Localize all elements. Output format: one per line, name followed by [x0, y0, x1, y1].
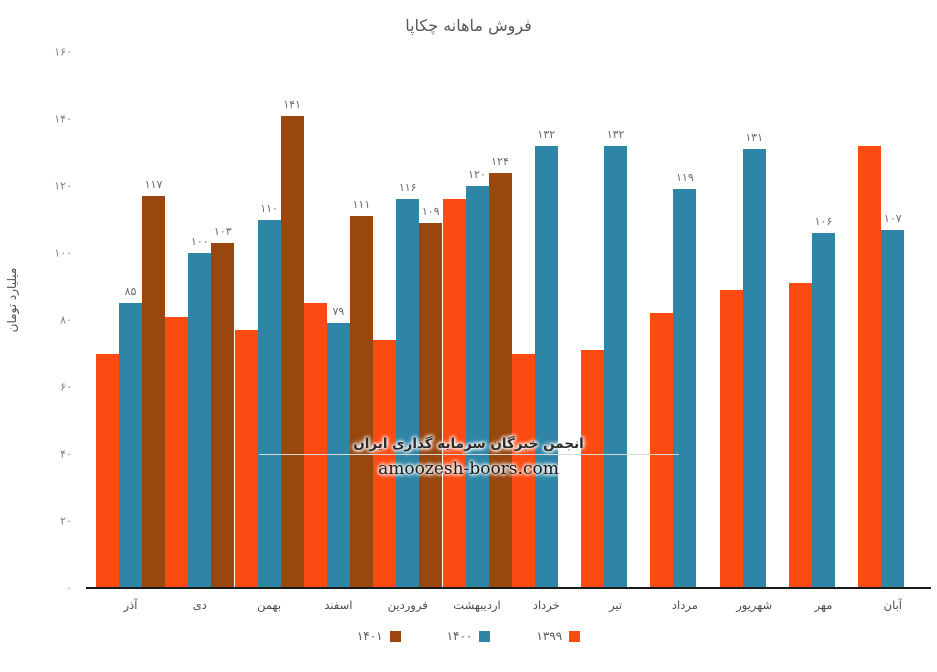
bar[interactable]: ۱۱۷: [142, 178, 165, 588]
bar[interactable]: ۱۲۰: [465, 168, 489, 588]
bar-value-label: ۱۳۲: [537, 127, 556, 141]
bar-group: ۱۳۱: [719, 52, 789, 588]
x-axis-line: [86, 587, 931, 589]
bar-value-label: ۱۴۱: [283, 97, 301, 111]
bar-group: ۱۲۰ ۱۲۴: [442, 52, 512, 588]
bar[interactable]: ۱۱۰: [257, 202, 281, 588]
bar[interactable]: ۱۰۰: [188, 235, 212, 588]
bar[interactable]: [303, 303, 327, 588]
legend-label: ۱۴۰۰: [446, 629, 473, 643]
x-tick-label: مرداد: [671, 598, 698, 612]
y-tick-label: ۱۰۰: [54, 246, 72, 260]
bar[interactable]: [442, 199, 466, 588]
bar-value-label: ۱۰۰: [190, 235, 209, 248]
chart-title: فروش ماهانه چکاپا: [405, 16, 532, 35]
legend-item[interactable]: ۱۴۰۱: [357, 629, 401, 643]
bar[interactable]: ۱۱۱: [349, 198, 373, 588]
bar-value-label: ۱۱۹: [676, 171, 694, 185]
bar-group: ۷۹ ۱۱۱: [303, 52, 373, 588]
x-tick-label: شهریور: [736, 598, 773, 612]
bar[interactable]: ۱۲۴: [488, 155, 512, 588]
bar[interactable]: [581, 350, 605, 588]
x-tick-label: مهر: [814, 598, 833, 612]
bar-group: ۱۱۹: [650, 52, 719, 588]
bar[interactable]: ۱۱۹: [673, 171, 697, 588]
bar[interactable]: [373, 340, 397, 588]
bar[interactable]: ۱۳۲: [534, 128, 558, 588]
bar-value-label: ۱۲۰: [468, 168, 486, 181]
x-tick-label: فروردین: [387, 598, 428, 612]
x-tick-label: خرداد: [532, 598, 560, 612]
bar-value-label: ۱۰۳: [213, 224, 232, 238]
x-tick-label: اردیبهشت: [453, 598, 501, 612]
bar[interactable]: [858, 145, 882, 588]
bar[interactable]: [650, 313, 674, 588]
bar-value-label: ۱۱۰: [260, 201, 278, 215]
bar-value-label: ۱۳۲: [606, 127, 625, 141]
x-tick-label: آذر: [123, 598, 138, 612]
bar-group: ۱۱۰ ۱۴۱: [234, 52, 304, 588]
bar-group: ۱۰۷: [858, 52, 927, 588]
bar[interactable]: [789, 283, 812, 588]
bar-value-label: ۱۱۶: [398, 181, 417, 195]
bar-group: ۱۳۲: [581, 52, 650, 588]
bar-group: ۱۳۲: [511, 52, 581, 588]
legend-swatch: [569, 630, 581, 642]
bar-group: ۱۰۰ ۱۰۳: [165, 52, 235, 588]
bar-group: ۱۰۶: [789, 52, 858, 588]
x-tick-label: تیر: [609, 598, 623, 612]
bar[interactable]: ۷۹: [326, 305, 350, 588]
y-axis-tick-labels: ۱۶۰ ۱۴۰ ۱۲۰ ۱۰۰ ۸۰ ۶۰ ۴۰ ۲۰ ۰: [14, 0, 72, 672]
bar-value-label: ۱۰۶: [814, 214, 833, 228]
bar[interactable]: ۱۳۱: [742, 131, 766, 588]
y-tick-label: ۸۰: [60, 313, 72, 327]
x-tick-label: آبان: [883, 598, 902, 612]
bar-value-label: ۱۲۴: [491, 154, 509, 168]
y-tick-label: ۱۲۰: [54, 179, 72, 193]
legend-swatch: [389, 630, 401, 642]
y-tick-label: ۱۴۰: [54, 112, 72, 126]
bar[interactable]: ۱۰۹: [419, 205, 443, 588]
legend-item[interactable]: ۱۴۰۰: [447, 629, 491, 643]
y-tick-label: ۶۰: [60, 380, 72, 394]
bar-value-label: ۱۱۷: [144, 178, 163, 192]
bar[interactable]: ۱۰۳: [211, 225, 235, 588]
bar[interactable]: [511, 353, 535, 588]
bar-value-label: ۱۰۷: [883, 211, 902, 225]
bar[interactable]: ۱۰۶: [812, 215, 835, 588]
legend-item[interactable]: ۱۳۹۹: [536, 629, 581, 643]
legend-label: ۱۴۰۱: [356, 629, 383, 643]
bar-value-label: ۸۵: [124, 285, 137, 299]
legend-label: ۱۳۹۹: [536, 629, 563, 643]
bar-value-label: ۷۹: [332, 305, 345, 319]
bar[interactable]: [96, 353, 119, 588]
plot-area: ۸۵ ۱۱۷ ۱۰۰ ۱۰۳ ۱۱۰ ۱۴۱ ۷۹ ۱۱۱ ۱۱۶ ۱۰۹ ۱۲۰ ۱۲۴ ۱۳۲ ۱۳۲…: [86, 52, 931, 588]
bar[interactable]: [719, 289, 743, 588]
y-tick-label: ۰: [66, 581, 72, 595]
bar[interactable]: ۱۴۱: [280, 98, 304, 588]
x-tick-label: بهمن: [257, 598, 282, 612]
x-tick-label: دی: [192, 598, 207, 612]
bar-value-label: ۱۱۱: [352, 198, 371, 212]
y-tick-label: ۲۰: [60, 514, 72, 528]
bar[interactable]: [234, 330, 258, 588]
x-tick-label: اسفند: [324, 598, 353, 612]
bar[interactable]: [165, 316, 189, 588]
y-tick-label: ۱۶۰: [54, 45, 72, 59]
bar[interactable]: ۸۵: [119, 285, 142, 588]
bar-group: ۸۵ ۱۱۷: [96, 52, 165, 588]
chart-legend: ۱۳۹۹ ۱۴۰۰ ۱۴۰۱: [0, 629, 937, 643]
bar-group: ۱۱۶ ۱۰۹: [373, 52, 443, 588]
bar[interactable]: ۱۰۷: [881, 212, 905, 588]
y-tick-label: ۴۰: [60, 447, 72, 461]
bar[interactable]: ۱۳۲: [604, 128, 628, 588]
bar-value-label: ۱۳۱: [745, 131, 764, 145]
legend-swatch: [479, 630, 491, 642]
bar-value-label: ۱۰۹: [421, 204, 440, 218]
bar[interactable]: ۱۱۶: [396, 181, 420, 588]
